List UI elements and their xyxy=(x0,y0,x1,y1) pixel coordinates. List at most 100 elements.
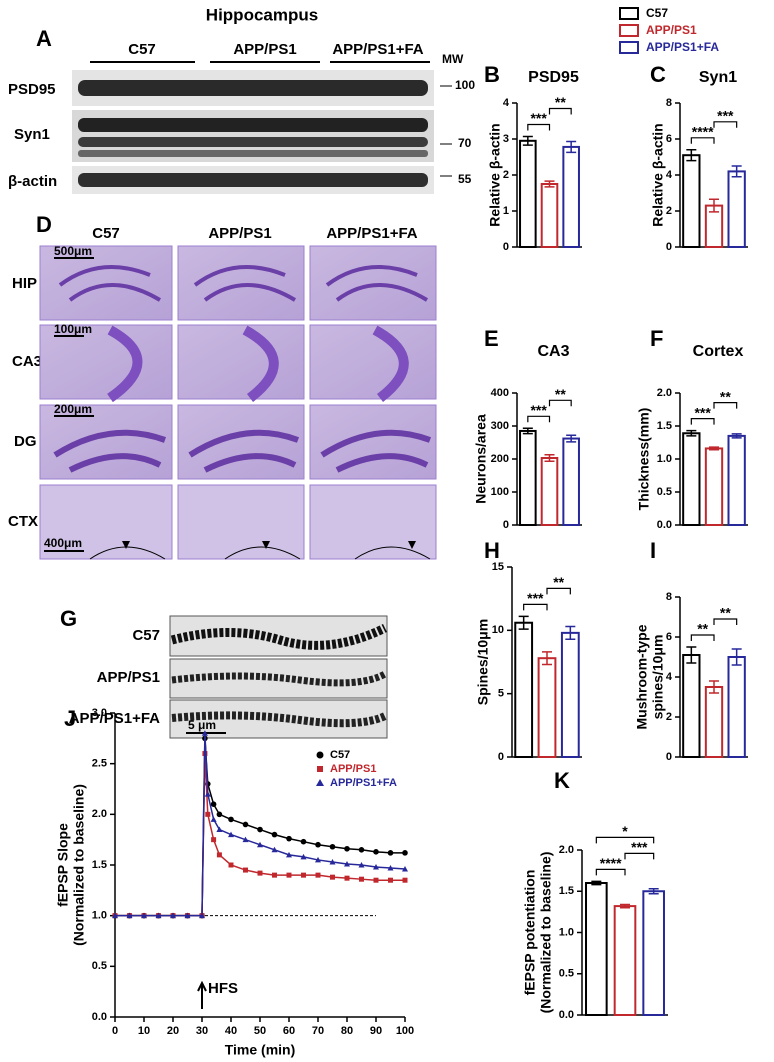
y-axis-label: Relative β-actin xyxy=(650,123,666,226)
chart-title: CA3 xyxy=(537,343,569,360)
histology-image xyxy=(39,484,173,560)
error-bar xyxy=(686,429,697,437)
dendrite xyxy=(170,623,387,650)
significance-label: *** xyxy=(694,404,711,420)
blot-band xyxy=(78,118,428,132)
marker xyxy=(286,872,292,878)
marker xyxy=(373,877,379,883)
dendrite xyxy=(171,670,387,687)
marker xyxy=(286,851,292,858)
significance-label: *** xyxy=(717,108,734,124)
marker xyxy=(358,862,365,868)
histology-row: CA3 xyxy=(12,353,42,370)
histology-image xyxy=(39,404,173,480)
error-bar xyxy=(709,198,719,213)
significance-label: ** xyxy=(720,605,731,621)
blot-band xyxy=(78,150,428,157)
y-tick-label: 0.5 xyxy=(92,960,107,972)
y-tick-label: 8 xyxy=(666,97,672,109)
marker xyxy=(402,877,408,883)
error-bar xyxy=(544,180,555,188)
marker xyxy=(199,912,205,919)
marker xyxy=(315,872,321,878)
y-tick-label: 4 xyxy=(666,671,673,683)
marker xyxy=(330,874,335,880)
histology-image xyxy=(309,404,437,480)
bar xyxy=(704,686,724,758)
arrowhead xyxy=(122,541,416,549)
y-tick-label: 0.0 xyxy=(559,1009,574,1021)
legend-label: APP/PS1 xyxy=(646,23,697,37)
error-bar xyxy=(731,433,742,439)
marker xyxy=(242,836,249,843)
marker xyxy=(286,835,292,842)
error-bar xyxy=(620,903,630,909)
marker xyxy=(216,826,223,833)
marker xyxy=(211,837,217,843)
y-axis-label: Thickness(mm) xyxy=(636,408,652,511)
y-axis-label: fEPSP Slope xyxy=(55,823,71,907)
panel-letter: F xyxy=(650,326,663,351)
significance-bracket xyxy=(523,603,548,611)
y-axis-label: (Normalized to baseline) xyxy=(538,852,554,1014)
bar xyxy=(613,905,637,1016)
bar xyxy=(519,429,537,527)
mw-marker: 55 xyxy=(458,172,472,186)
tissue-layer xyxy=(320,429,432,473)
y-tick-label: 1.5 xyxy=(559,885,574,897)
scale-label: 100μm xyxy=(54,322,92,336)
y-axis-label: spines/10μm xyxy=(650,635,666,720)
marker xyxy=(387,865,394,871)
y-tick-label: 15 xyxy=(492,561,504,573)
significance-bracket xyxy=(546,587,571,595)
panel-letter: G xyxy=(60,606,77,631)
y-tick-label: 8 xyxy=(666,591,672,603)
error-bar xyxy=(686,646,697,664)
legend-swatch xyxy=(619,7,639,20)
y-tick-label: 5 xyxy=(498,688,504,700)
y-tick-label: 10 xyxy=(492,624,504,636)
histology-row: DG xyxy=(14,433,37,450)
series-line xyxy=(115,733,406,917)
marker xyxy=(184,912,191,919)
dendrite-label: C57 xyxy=(132,627,160,644)
y-tick-label: 3.0 xyxy=(92,707,107,719)
x-tick-label: 70 xyxy=(312,1025,324,1037)
error-bar xyxy=(591,880,602,886)
marker xyxy=(228,816,234,823)
histology-image xyxy=(177,484,305,560)
marker xyxy=(228,862,234,868)
blot-group: APP/PS1 xyxy=(233,41,296,58)
marker xyxy=(257,841,263,848)
marker xyxy=(155,912,162,919)
x-axis-label: Time (min) xyxy=(225,1042,296,1058)
y-tick-label: 1.5 xyxy=(92,859,107,871)
y-tick-label: 6 xyxy=(666,133,672,145)
error-bar xyxy=(648,888,659,895)
marker xyxy=(315,856,321,863)
histology-column: APP/PS1 xyxy=(208,225,271,242)
mw-marker: 100 xyxy=(455,78,475,92)
error-bar xyxy=(565,625,576,640)
x-tick-label: 40 xyxy=(225,1025,237,1037)
y-tick-label: 1 xyxy=(503,205,509,217)
blot-group: C57 xyxy=(128,41,156,58)
mw-marker: 70 xyxy=(458,136,472,150)
y-tick-label: 2.0 xyxy=(657,387,672,399)
significance-label: ** xyxy=(555,386,566,402)
chart-title: Syn1 xyxy=(699,69,737,86)
panel-letter: A xyxy=(36,26,52,51)
y-tick-label: 1.0 xyxy=(92,910,107,922)
marker xyxy=(344,845,350,852)
dendrite-label: APP/PS1 xyxy=(97,669,160,686)
marker xyxy=(210,801,217,807)
histology-images xyxy=(39,245,437,560)
marker xyxy=(126,912,133,919)
error-bar xyxy=(731,165,742,178)
panel-letter: D xyxy=(36,212,52,237)
y-axis-label: fEPSP potentiation xyxy=(522,870,538,996)
histology-image xyxy=(309,324,437,400)
bar xyxy=(540,183,559,248)
error-bar xyxy=(522,135,533,146)
